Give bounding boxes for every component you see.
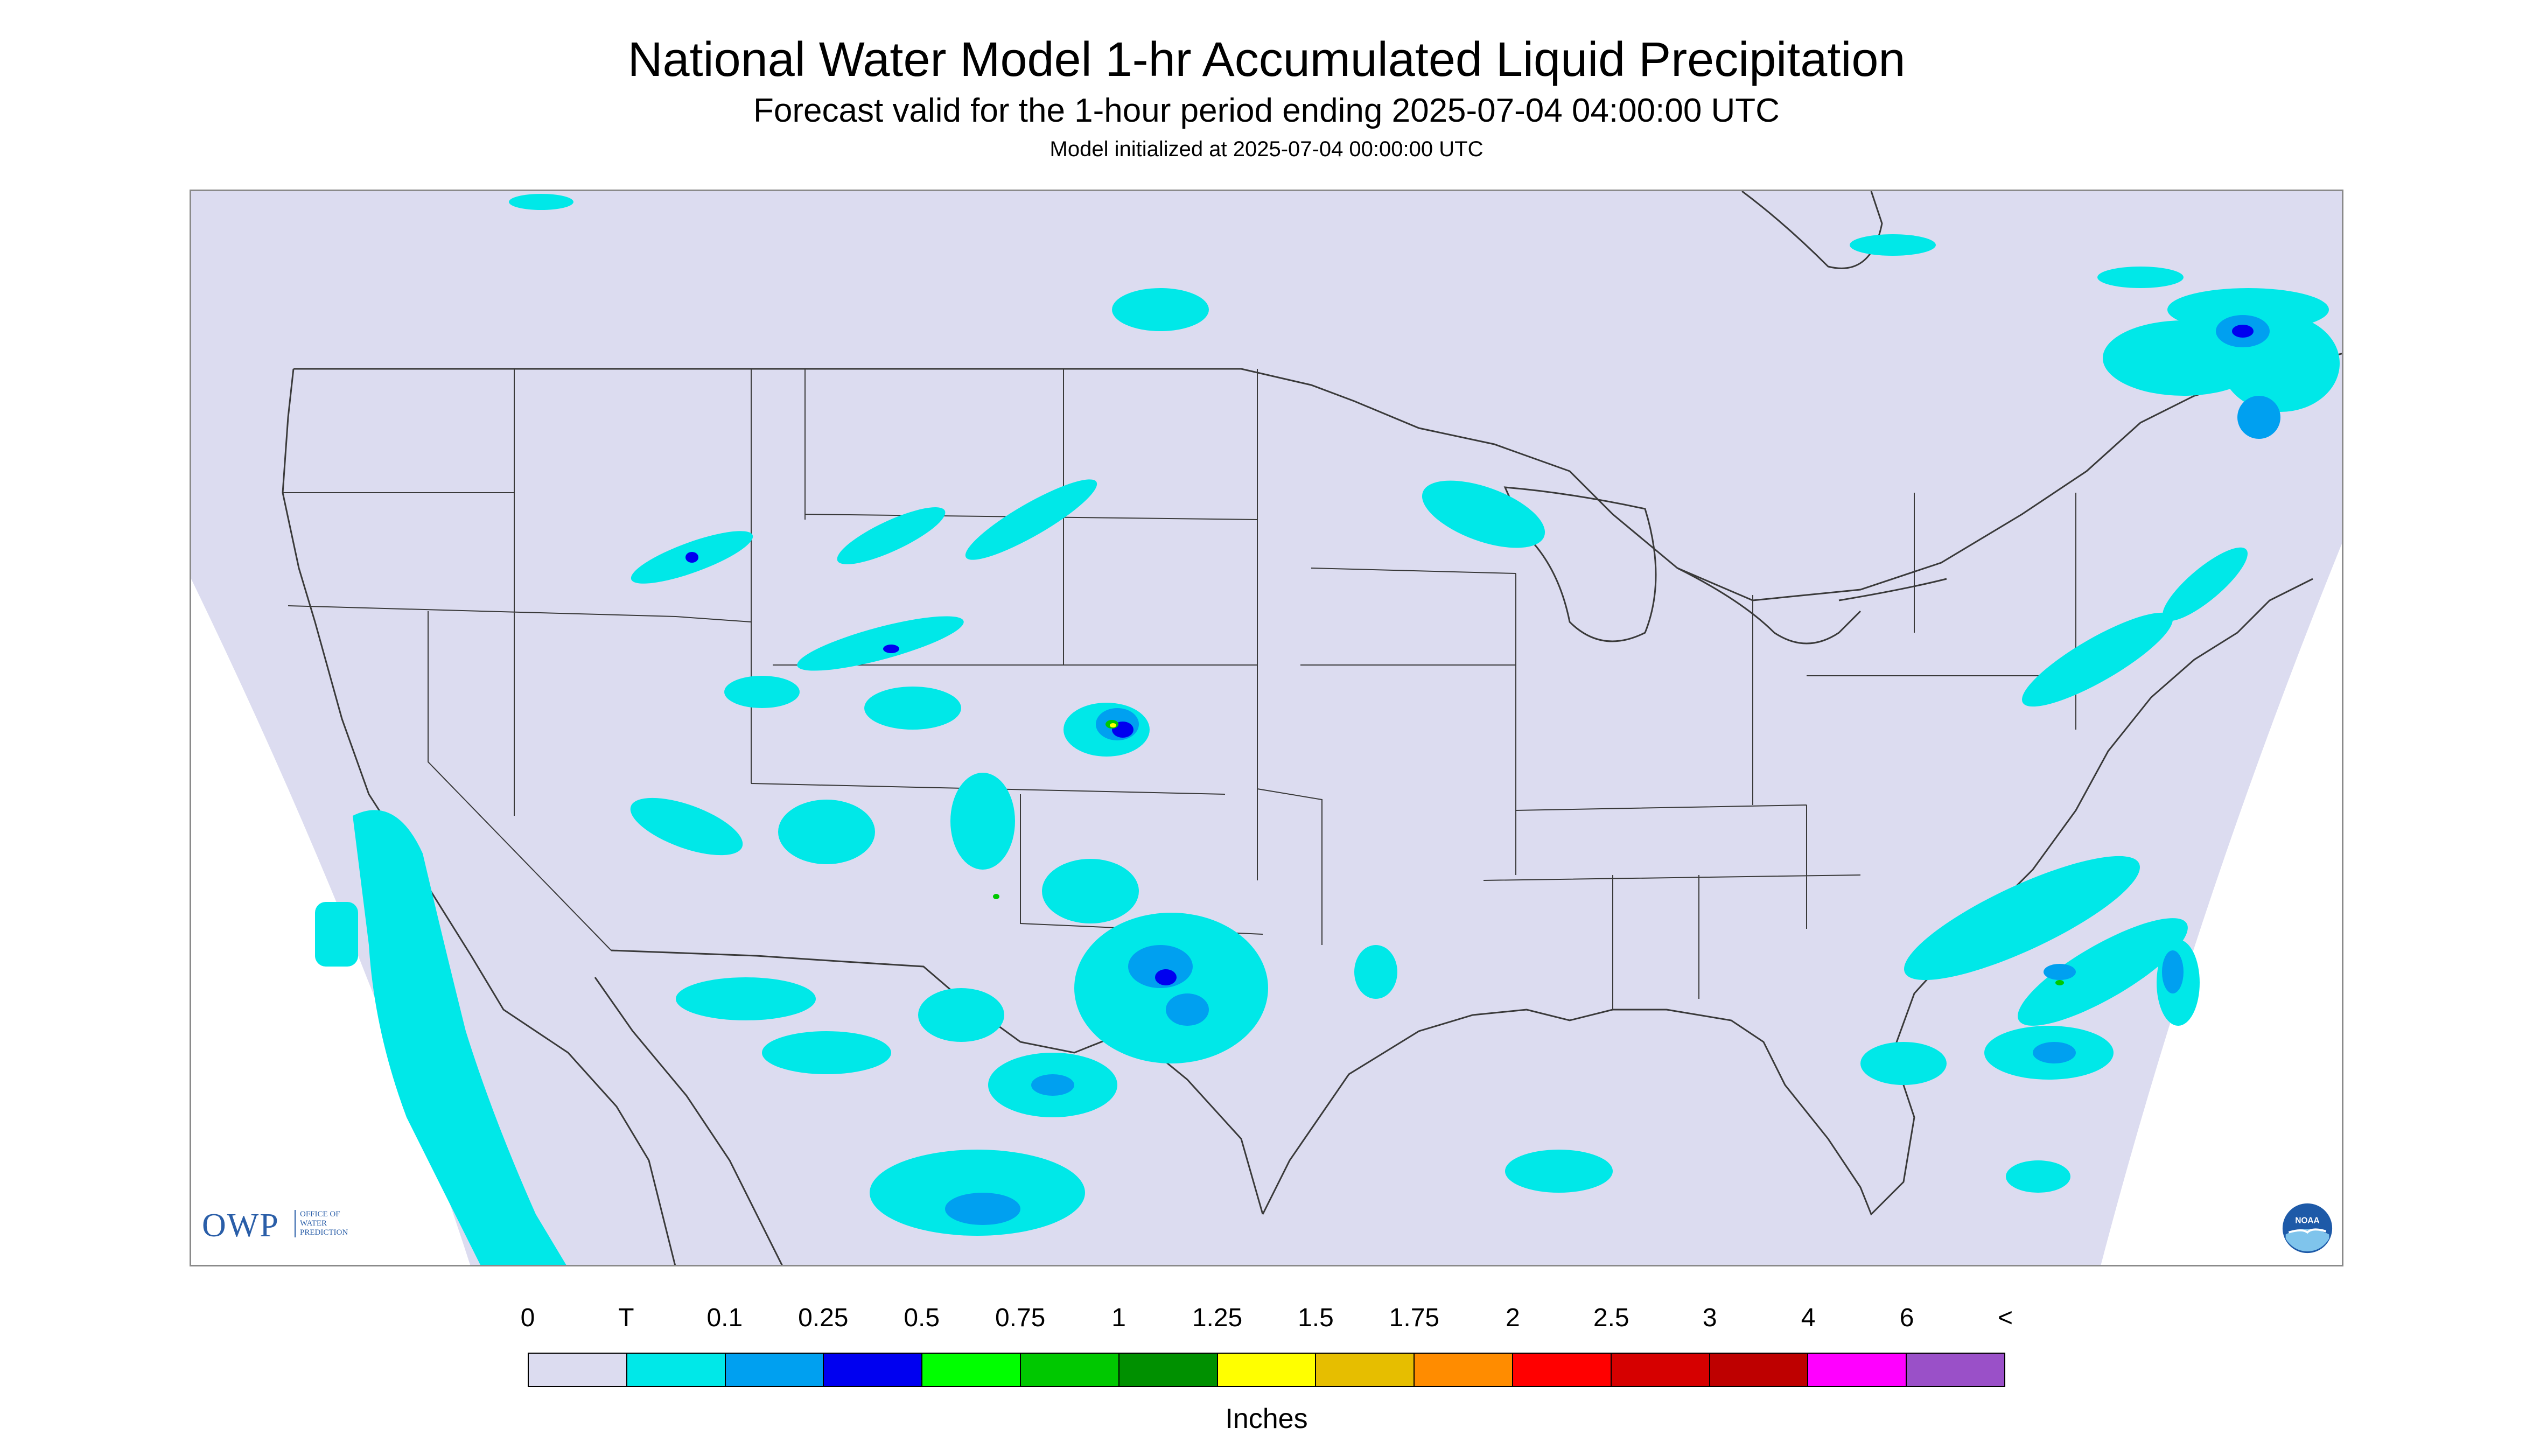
legend-tick-label: 6 bbox=[1899, 1304, 1914, 1332]
legend-swatch bbox=[1020, 1354, 1119, 1386]
legend-tick-label: 1.25 bbox=[1192, 1304, 1243, 1332]
legend-tick-label: 4 bbox=[1801, 1304, 1816, 1332]
boundaries bbox=[282, 191, 2342, 1265]
mexico-border bbox=[611, 949, 1264, 1215]
legend-tick-label: 1 bbox=[1111, 1304, 1126, 1332]
legend-swatch bbox=[1119, 1354, 1218, 1386]
legend-swatch bbox=[725, 1354, 824, 1386]
legend-tick-label: 3 bbox=[1702, 1304, 1717, 1332]
legend-color-bar bbox=[528, 1353, 2005, 1387]
legend-tick-label: 0.75 bbox=[995, 1304, 1046, 1332]
domain-edge-right bbox=[2101, 543, 2342, 1265]
gulf-coast bbox=[1262, 1009, 1915, 1216]
legend-tick-label: 1.75 bbox=[1389, 1304, 1440, 1332]
model-domain bbox=[191, 191, 2342, 1265]
legend-swatch bbox=[1710, 1354, 1809, 1386]
legend-tick-label: 1.5 bbox=[1298, 1304, 1334, 1332]
legend-swatch bbox=[922, 1354, 1021, 1386]
precipitation-map: OWP OFFICE OF WATER PREDICTION NOAA bbox=[190, 190, 2343, 1266]
owp-logo-subtitle: OFFICE OF WATER PREDICTION bbox=[295, 1210, 348, 1237]
legend-tick-label: 0.25 bbox=[798, 1304, 849, 1332]
legend-swatch bbox=[1415, 1354, 1513, 1386]
legend-swatch bbox=[1217, 1354, 1317, 1386]
legend-swatch bbox=[1513, 1354, 1612, 1386]
model-init-line: Model initialized at 2025-07-04 00:00:00… bbox=[1049, 137, 1484, 161]
precip-trace bbox=[315, 194, 2340, 1265]
legend-swatch bbox=[1907, 1354, 2004, 1386]
color-legend: 0 T 0.1 0.25 0.5 0.75 1 1.25 1.5 1.75 2 2.5 3 4 6 < bbox=[521, 1303, 2013, 1432]
legend-tick-label: 0.5 bbox=[904, 1304, 940, 1332]
legend-swatch bbox=[824, 1354, 923, 1386]
owp-sub-line: OFFICE OF bbox=[300, 1210, 340, 1219]
precip-extreme bbox=[1110, 723, 1116, 727]
noaa-logo: NOAA bbox=[2282, 1203, 2333, 1254]
legend-tick-label: 2.5 bbox=[1593, 1304, 1629, 1332]
owp-logo: OWP OFFICE OF WATER PREDICTION bbox=[202, 1203, 374, 1252]
noaa-logo-text: NOAA bbox=[2295, 1216, 2319, 1225]
legend-tick-label: 0.1 bbox=[706, 1304, 743, 1332]
map-title: National Water Model 1-hr Accumulated Li… bbox=[627, 33, 1906, 87]
canada-us-border bbox=[293, 353, 2342, 601]
legend-swatch bbox=[1611, 1354, 1710, 1386]
legend-swatch bbox=[627, 1354, 726, 1386]
legend-tick-label: 0 bbox=[520, 1304, 535, 1332]
great-lakes bbox=[1503, 486, 1947, 645]
legend-units: Inches bbox=[1225, 1403, 1308, 1434]
precip-moderate bbox=[685, 325, 2254, 985]
baja-coast bbox=[594, 977, 783, 1265]
legend-swatch bbox=[1808, 1354, 1907, 1386]
owp-sub-line: PREDICTION bbox=[300, 1228, 348, 1237]
state-lines bbox=[283, 369, 2076, 1010]
legend-swatch bbox=[1316, 1354, 1415, 1386]
legend-tick-label: 2 bbox=[1505, 1304, 1520, 1332]
owp-sub-line: WATER bbox=[300, 1219, 327, 1228]
legend-tick-label: < bbox=[1997, 1304, 2013, 1332]
legend-swatch bbox=[529, 1354, 627, 1386]
owp-logo-text: OWP bbox=[202, 1207, 279, 1244]
legend-tick-label: T bbox=[618, 1304, 634, 1332]
map-canvas bbox=[191, 191, 2342, 1265]
map-subtitle: Forecast valid for the 1-hour period end… bbox=[753, 92, 1780, 129]
